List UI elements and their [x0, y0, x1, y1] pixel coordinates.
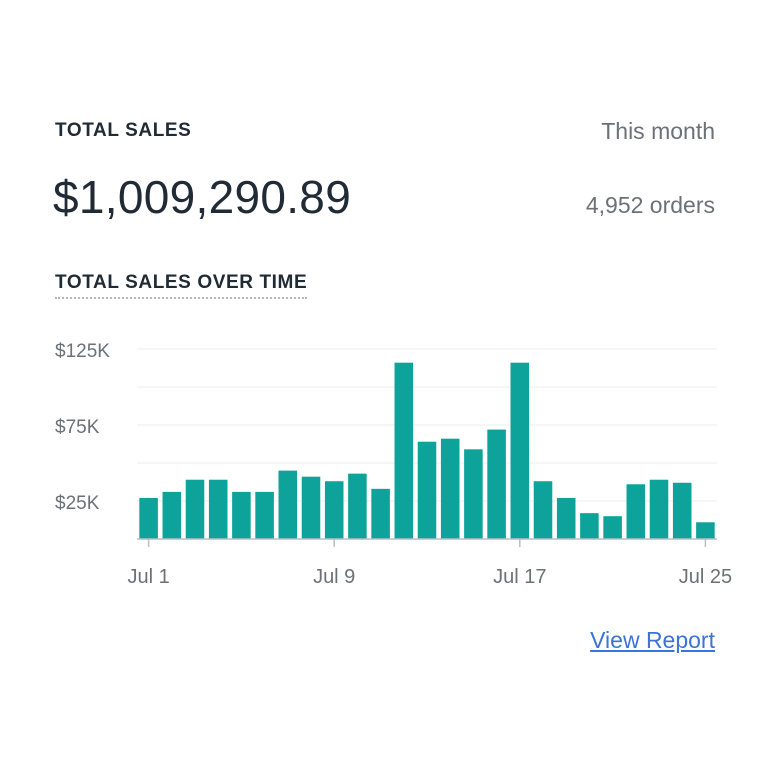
bar: [649, 479, 669, 539]
bar: [255, 491, 274, 539]
total-sales-heading: TOTAL SALES: [55, 120, 192, 141]
y-tick-label: $25K: [55, 493, 100, 514]
chart-title[interactable]: TOTAL SALES OVER TIME: [55, 272, 308, 299]
bar: [626, 484, 646, 539]
bar: [348, 473, 367, 539]
bar: [324, 481, 344, 539]
bar: [371, 488, 390, 539]
bar: [185, 479, 205, 539]
bar: [301, 476, 321, 539]
total-sales-value: $1,009,290.89: [53, 171, 352, 223]
bar: [417, 441, 437, 539]
bar: [278, 470, 298, 539]
bar: [510, 362, 530, 539]
bar: [533, 481, 553, 539]
x-tick-label: Jul 1: [127, 566, 169, 588]
view-report-link[interactable]: View Report: [590, 627, 715, 653]
bar: [464, 449, 483, 539]
bar: [232, 491, 251, 539]
period-label: This month: [601, 118, 715, 144]
bar: [208, 479, 228, 539]
bar: [556, 497, 576, 539]
x-tick-label: Jul 25: [679, 566, 732, 588]
bar: [487, 429, 506, 539]
bar: [580, 513, 599, 539]
bar: [139, 497, 158, 539]
x-tick-label: Jul 17: [493, 566, 546, 588]
orders-count: 4,952 orders: [585, 192, 715, 218]
y-tick-label: $75K: [55, 417, 100, 438]
bar: [603, 516, 622, 539]
bar: [162, 491, 182, 539]
bar: [394, 362, 414, 539]
bar: [696, 522, 715, 539]
y-tick-label: $125K: [55, 341, 110, 362]
x-tick-label: Jul 9: [313, 566, 355, 588]
bar: [440, 438, 460, 539]
bar: [672, 482, 692, 539]
